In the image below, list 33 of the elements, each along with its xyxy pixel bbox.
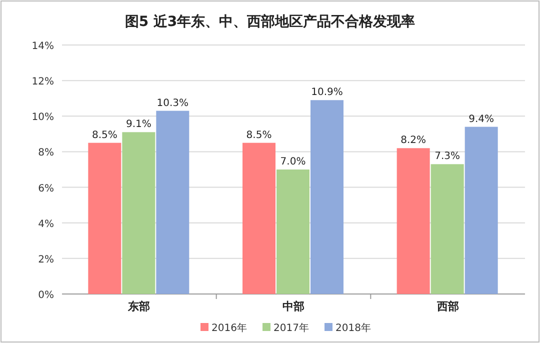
y-tick-label: 14% <box>32 41 54 52</box>
bar <box>310 100 344 294</box>
data-label: 10.9% <box>311 87 343 98</box>
data-label: 8.2% <box>400 135 426 146</box>
y-tick-label: 10% <box>32 112 54 124</box>
bar <box>156 110 190 294</box>
bar <box>430 164 464 294</box>
bar <box>242 142 276 294</box>
chart-title: 图5 近3年东、中、西部地区产品不合格发现率 <box>124 13 416 30</box>
y-tick-label: 4% <box>38 218 54 230</box>
data-label: 8.5% <box>92 130 118 141</box>
bar <box>396 148 430 294</box>
data-label: 10.3% <box>156 98 189 109</box>
legend-label: 2018年 <box>336 322 371 334</box>
bar <box>276 170 310 294</box>
y-tick-label: 2% <box>38 254 54 266</box>
x-tick-label: 西部 <box>436 300 459 313</box>
data-label: 7.3% <box>434 151 460 162</box>
x-tick-label: 东部 <box>127 300 150 313</box>
legend-label: 2017年 <box>274 322 309 334</box>
bar <box>464 126 498 294</box>
y-tick-label: 12% <box>32 76 54 88</box>
y-tick-label: 0% <box>38 290 54 301</box>
x-tick-label: 中部 <box>282 300 304 313</box>
y-tick-label: 6% <box>38 183 54 194</box>
data-label: 8.5% <box>246 130 272 141</box>
legend-label: 2016年 <box>212 322 247 334</box>
bar <box>88 142 122 294</box>
data-label: 7.0% <box>280 156 306 168</box>
y-tick-label: 8% <box>38 148 54 159</box>
bar <box>122 132 156 294</box>
data-label: 9.1% <box>126 119 152 130</box>
data-label: 9.4% <box>468 114 494 125</box>
